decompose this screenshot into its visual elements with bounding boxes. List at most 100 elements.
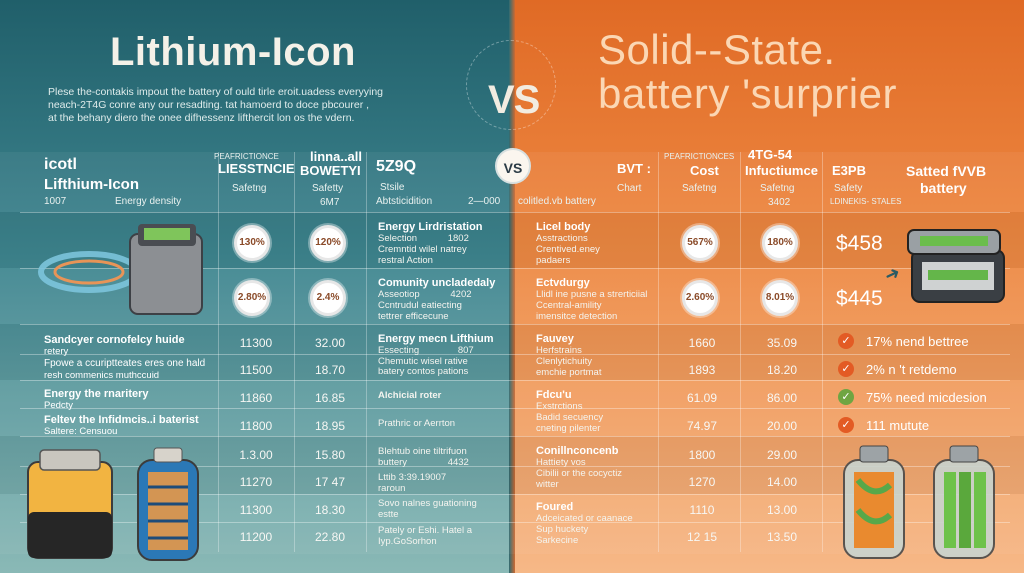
benefit-note: ✓ 111 mutute xyxy=(838,417,929,433)
right-header-col3: E3PB xyxy=(832,163,866,178)
value-cell: 11300 xyxy=(239,336,273,350)
value-cell: 74.97 xyxy=(686,419,718,433)
row-label: Fpowe a ccuriptteates eres one hald resh … xyxy=(44,358,244,382)
row-label-title: Feltev the Infidmcis..i baterist xyxy=(44,414,199,426)
pct-circle: 2.4% xyxy=(310,280,346,316)
row-desc-line: Llidl ine pusne a strerticiial xyxy=(536,289,648,300)
vs-ring-icon xyxy=(466,40,556,130)
col-divider xyxy=(658,152,659,552)
row-desc-val: 1802 xyxy=(447,233,469,244)
row-desc: Fdcu'u Exstrctions Badid secuency cnetin… xyxy=(536,389,676,435)
value-cell: 11200 xyxy=(239,530,273,544)
row-desc-line: Selection xyxy=(378,233,418,244)
row-desc-line: buttery xyxy=(378,457,408,468)
value-cell: 18.95 xyxy=(314,419,346,433)
value-cell: 11500 xyxy=(239,363,273,377)
row-label-sub: Pedcty xyxy=(44,400,74,411)
row-label-sub: Saltere: Censuou xyxy=(44,426,118,437)
row-desc-line: Cibilii or the cocyctiz xyxy=(536,468,623,479)
benefit-note-text: 2% n 't retdemo xyxy=(866,361,957,377)
row-desc-line: Clenlytichuity xyxy=(536,356,592,367)
left-header-col3-val: Abtsticidition xyxy=(376,196,433,207)
value-cell: 35.09 xyxy=(766,336,798,350)
row-desc: Energy Lirdristation Selection 1802 Crem… xyxy=(378,222,518,267)
intro-line: at the behany diero the onee difhessenz … xyxy=(48,112,355,124)
intro-line: Plese the-contakis impout the battery of… xyxy=(48,86,384,98)
row-desc-line: witter xyxy=(536,479,559,490)
row-desc-title: Fdcu'u xyxy=(536,389,572,401)
row-desc-line: Hattiety vos xyxy=(536,457,586,468)
value-cell: 17 47 xyxy=(314,475,346,489)
row-label-title: Fpowe a ccuriptteates eres one hald xyxy=(44,358,206,369)
value-cell: 11270 xyxy=(239,475,273,489)
price-value: $445 xyxy=(836,287,883,310)
row-desc: Lttib 3:39.19007 raroun xyxy=(378,472,518,494)
value-cell: 32.00 xyxy=(314,336,346,350)
battery-pack-icon xyxy=(38,224,203,315)
row-label-title: Sandcyer cornofelcy huide xyxy=(44,334,185,346)
pct-circle: 2.60% xyxy=(682,280,718,316)
cylinder-cell-icon xyxy=(27,447,199,561)
right-header-col3-val: LDINEKIS- STALES xyxy=(830,197,902,206)
right-header-col3-sub: Safety xyxy=(834,183,863,194)
right-header-col2-top: 4TG-54 xyxy=(748,147,793,162)
col-divider xyxy=(294,152,295,552)
left-header-col0-num: 1007 xyxy=(44,196,67,207)
left-header-col3-sub: Stsile xyxy=(380,182,405,193)
right-header-col2-val: 3402 xyxy=(768,197,791,208)
solid-state-title-line1: Solid--State. xyxy=(598,26,836,73)
row-desc-val: 807 xyxy=(457,345,474,356)
row-desc-line: Chemutic wisel rative xyxy=(378,356,468,367)
left-header-col0-sub: Energy density xyxy=(115,196,182,207)
intro-text: Plese the-contakis impout the battery of… xyxy=(48,86,428,125)
left-header-col2: BOWETYI xyxy=(300,163,361,178)
benefit-note: ✓ 75% need micdesion xyxy=(838,389,987,405)
intro-line: neach-2T4G conre any our resadting. tat … xyxy=(48,99,370,111)
pct-circle: 8.01% xyxy=(762,280,798,316)
row-label-sub: retery xyxy=(44,346,69,357)
value-cell: 15.80 xyxy=(314,448,346,462)
pct-circle: 130% xyxy=(234,225,270,261)
row-desc-line: Sarkecine xyxy=(536,535,579,546)
row-divider xyxy=(20,436,1010,437)
value-cell: 61.09 xyxy=(686,391,718,405)
right-header-col4-sub: battery xyxy=(920,180,967,196)
row-divider xyxy=(20,380,1010,381)
row-label-sub: resh commenics muthccuid xyxy=(44,370,160,381)
row-desc: Licel body Asstractions Crentived.eney p… xyxy=(536,222,676,267)
row-divider xyxy=(20,212,1010,213)
left-header-col0-name: Lifthium-Icon xyxy=(44,176,139,193)
row-desc: Comunity uncladedaly Asseotiop 4202 Ccnt… xyxy=(378,278,518,323)
value-cell: 11800 xyxy=(239,419,273,433)
check-icon: ✓ xyxy=(838,361,854,377)
row-desc-line: Iyp.GoSorhon xyxy=(378,536,437,547)
row-desc-line: tettrer efficecune xyxy=(378,311,449,322)
row-label-title: Energy the rnaritery xyxy=(44,388,149,400)
row-desc-line: estte xyxy=(378,509,399,520)
row-desc-title: Foured xyxy=(536,501,574,513)
value-cell: 12 15 xyxy=(686,530,718,544)
row-desc-line: Ccntrudul eatiecting xyxy=(378,300,462,311)
row-desc-line: batery contos pations xyxy=(378,366,469,377)
vs-heading: VS xyxy=(488,78,540,122)
value-cell: 13.00 xyxy=(766,503,798,517)
row-desc-title: Fauvey xyxy=(536,333,574,345)
vs-badge: VS xyxy=(495,148,531,184)
row-desc-line: Asseotiop xyxy=(378,289,420,300)
check-icon: ✓ xyxy=(838,333,854,349)
row-divider xyxy=(20,268,1010,269)
right-header-col0: BVT : xyxy=(617,161,651,176)
left-header-col3: 5Z9Q xyxy=(376,158,417,175)
right-header-col2-sub: Safetng xyxy=(760,183,795,194)
row-desc-val: 4202 xyxy=(450,289,472,300)
benefit-note: ✓ 2% n 't retdemo xyxy=(838,361,957,377)
row-divider xyxy=(20,354,1010,355)
solid-state-battery-icon xyxy=(907,229,1005,303)
row-desc-title: Alchicial roter xyxy=(378,390,442,401)
value-cell: 13.50 xyxy=(766,530,798,544)
row-divider xyxy=(20,324,1010,325)
right-header-lead: colitled.vb battery xyxy=(518,196,596,207)
row-desc-val: 4432 xyxy=(447,457,469,468)
left-header-col3-num: 2—000 xyxy=(468,196,501,207)
row-desc-line: Crentived.eney xyxy=(536,244,600,255)
